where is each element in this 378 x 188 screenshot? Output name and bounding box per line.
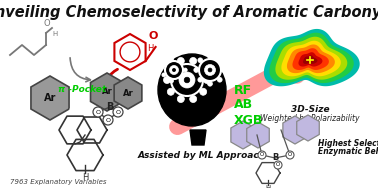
Text: O: O (44, 20, 50, 29)
Circle shape (190, 58, 197, 64)
Text: H: H (147, 44, 154, 53)
Polygon shape (276, 37, 347, 80)
Text: Unveiling Chemoselectivity of Aromatic Carbonyls: Unveiling Chemoselectivity of Aromatic C… (0, 5, 378, 20)
Circle shape (200, 65, 207, 72)
Text: O: O (116, 109, 121, 114)
Circle shape (183, 68, 187, 72)
Circle shape (169, 79, 174, 83)
Circle shape (203, 77, 211, 83)
Polygon shape (303, 55, 318, 64)
Circle shape (208, 81, 212, 86)
Text: Enzymatic Behavior: Enzymatic Behavior (318, 148, 378, 156)
Polygon shape (287, 45, 335, 73)
Circle shape (177, 58, 184, 64)
Text: Ar: Ar (102, 87, 112, 96)
Polygon shape (270, 33, 354, 83)
Circle shape (172, 68, 175, 72)
Polygon shape (190, 130, 206, 145)
Circle shape (274, 161, 282, 169)
Circle shape (177, 96, 184, 102)
Text: O: O (105, 118, 110, 123)
Polygon shape (281, 41, 341, 76)
Circle shape (258, 151, 266, 159)
Text: H: H (82, 173, 88, 181)
Circle shape (199, 59, 221, 81)
Polygon shape (299, 52, 322, 67)
Polygon shape (91, 73, 124, 111)
Circle shape (198, 58, 203, 63)
Ellipse shape (158, 54, 226, 126)
Text: H: H (265, 185, 271, 188)
Circle shape (162, 63, 166, 67)
Circle shape (194, 67, 199, 72)
Text: O: O (288, 152, 292, 158)
Circle shape (103, 115, 113, 125)
Text: O: O (260, 152, 264, 158)
Circle shape (184, 77, 190, 83)
Polygon shape (293, 48, 329, 70)
Polygon shape (297, 115, 319, 141)
Circle shape (208, 68, 212, 72)
Circle shape (208, 54, 212, 59)
Circle shape (286, 151, 294, 159)
Circle shape (169, 57, 174, 61)
Circle shape (162, 73, 166, 77)
Circle shape (179, 59, 183, 63)
Text: 3D-Size: 3D-Size (291, 105, 329, 114)
Text: O: O (96, 109, 101, 114)
Circle shape (190, 96, 197, 102)
Circle shape (167, 65, 174, 72)
Circle shape (163, 77, 170, 83)
Circle shape (198, 77, 203, 82)
Text: H: H (53, 31, 57, 37)
Circle shape (167, 88, 174, 95)
Text: B: B (272, 153, 278, 162)
Polygon shape (231, 121, 255, 149)
Text: B: B (106, 102, 114, 112)
Circle shape (169, 65, 178, 74)
Circle shape (93, 107, 103, 117)
Circle shape (217, 77, 222, 82)
Circle shape (217, 58, 222, 63)
Text: RF
AB
XGB: RF AB XGB (234, 83, 263, 127)
Polygon shape (247, 122, 269, 148)
Circle shape (179, 77, 183, 81)
Circle shape (204, 64, 215, 76)
Text: Ar: Ar (44, 93, 56, 103)
Text: Highest Selectivity: Highest Selectivity (318, 139, 378, 148)
Circle shape (171, 64, 203, 96)
Text: O: O (149, 31, 158, 41)
Circle shape (222, 67, 226, 72)
Polygon shape (114, 77, 142, 109)
Text: O: O (276, 162, 280, 168)
Text: 7963 Explanatory Variables: 7963 Explanatory Variables (10, 179, 107, 185)
Polygon shape (264, 29, 360, 86)
Circle shape (113, 107, 123, 117)
Text: Ar: Ar (122, 89, 133, 98)
Text: Assisted by ML Approach: Assisted by ML Approach (138, 151, 266, 159)
Circle shape (200, 88, 207, 95)
Polygon shape (31, 76, 69, 120)
Circle shape (179, 72, 195, 88)
Text: Weighted by Polarizability: Weighted by Polarizability (260, 114, 360, 123)
Circle shape (165, 61, 183, 79)
Polygon shape (283, 116, 307, 144)
Text: π -Pocket: π -Pocket (58, 86, 106, 95)
